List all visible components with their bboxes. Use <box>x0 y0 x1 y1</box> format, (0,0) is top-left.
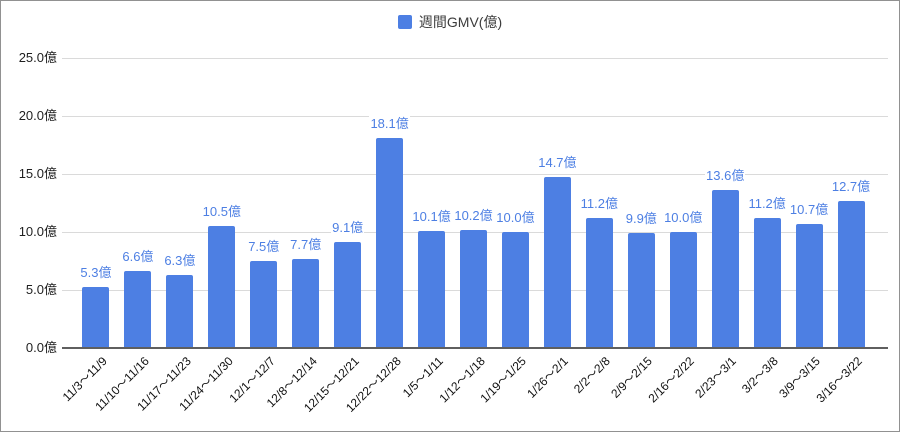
bar-value-label: 10.2億 <box>429 207 519 224</box>
bar-value-label: 9.1億 <box>303 220 393 236</box>
gridline <box>62 57 888 59</box>
bar-value-label: 6.6億 <box>93 249 183 265</box>
bar[interactable] <box>292 258 320 348</box>
bar[interactable] <box>543 177 571 348</box>
bar[interactable] <box>711 190 739 348</box>
bar-value-text: 6.6億 <box>121 249 155 265</box>
bar[interactable] <box>795 223 823 348</box>
bar[interactable] <box>627 233 655 348</box>
bar-value-text: 14.7億 <box>537 155 578 171</box>
bar[interactable] <box>124 271 152 348</box>
bar[interactable] <box>376 138 404 348</box>
bar[interactable] <box>460 229 487 348</box>
bar-value-label: 11.2億 <box>722 196 812 212</box>
bar-value-text: 5.3億 <box>79 264 113 280</box>
bar-value-text: 9.9億 <box>624 211 658 227</box>
bar-value-text: 10.5億 <box>201 204 242 220</box>
bar-value-label: 11.2億 <box>554 196 644 212</box>
bar[interactable] <box>837 200 865 348</box>
x-axis-tick-label: 11/3〜11/9 <box>59 354 110 405</box>
bar-value-text: 6.3億 <box>163 252 197 268</box>
y-axis-tick-label: 20.0億 <box>18 108 57 123</box>
bar-value-label: 14.7億 <box>512 155 602 171</box>
bar[interactable] <box>334 242 362 348</box>
bar-value-label: 10.0億 <box>470 210 560 226</box>
bar[interactable] <box>250 261 278 348</box>
bar[interactable] <box>585 218 613 348</box>
bar-value-label: 9.9億 <box>596 211 686 227</box>
gridline <box>62 115 888 117</box>
bar-value-text: 9.1億 <box>331 220 365 236</box>
bar[interactable] <box>166 274 194 348</box>
legend-series-label: 週間GMV(億) <box>418 14 503 30</box>
bar-value-text: 10.7億 <box>788 201 830 217</box>
bar-value-text: 7.5億 <box>247 239 281 254</box>
y-axis-tick-label: 10.0億 <box>18 224 57 239</box>
legend[interactable]: 週間GMV(億) <box>0 14 900 30</box>
bar-value-text: 7.7億 <box>289 236 323 252</box>
bar-value-text: 11.2億 <box>579 196 619 212</box>
bar-value-text: 10.0億 <box>495 210 536 225</box>
bar-value-label: 12.7億 <box>806 178 896 195</box>
bar-value-label: 7.7億 <box>261 236 351 253</box>
bar-value-label: 18.1億 <box>345 116 435 132</box>
bar-value-text: 12.7億 <box>830 178 872 194</box>
bar[interactable] <box>753 218 781 348</box>
y-axis-tick-label: 15.0億 <box>18 166 57 181</box>
bar[interactable] <box>418 230 446 348</box>
bar-value-text: 11.2億 <box>747 196 787 212</box>
legend-series-marker <box>397 15 412 29</box>
bar[interactable] <box>82 286 110 348</box>
bar[interactable] <box>501 232 529 348</box>
bar-value-label: 5.3億 <box>51 264 141 281</box>
bar-value-label: 10.0億 <box>638 210 728 226</box>
bar-value-text: 10.0億 <box>663 210 704 225</box>
bar-value-text: 10.2億 <box>453 207 494 223</box>
bar-value-label: 10.1億 <box>387 208 477 225</box>
gridline <box>62 173 888 175</box>
y-axis-tick-label: 5.0億 <box>25 282 57 297</box>
bar-value-label: 7.5億 <box>219 239 309 255</box>
bar[interactable] <box>208 226 236 348</box>
bar-value-text: 18.1億 <box>369 116 410 132</box>
bar-value-label: 10.7億 <box>764 201 854 218</box>
bar-value-text: 10.1億 <box>411 208 452 224</box>
y-axis-tick-label: 0.0億 <box>25 340 57 355</box>
bar-value-label: 6.3億 <box>135 252 225 269</box>
y-axis-tick-label: 25.0億 <box>18 50 57 65</box>
bar[interactable] <box>669 232 697 348</box>
x-axis-line <box>62 347 888 349</box>
bar-value-label: 10.5億 <box>177 204 267 220</box>
bar-value-text: 13.6億 <box>705 168 746 184</box>
bar-value-label: 13.6億 <box>680 168 770 184</box>
